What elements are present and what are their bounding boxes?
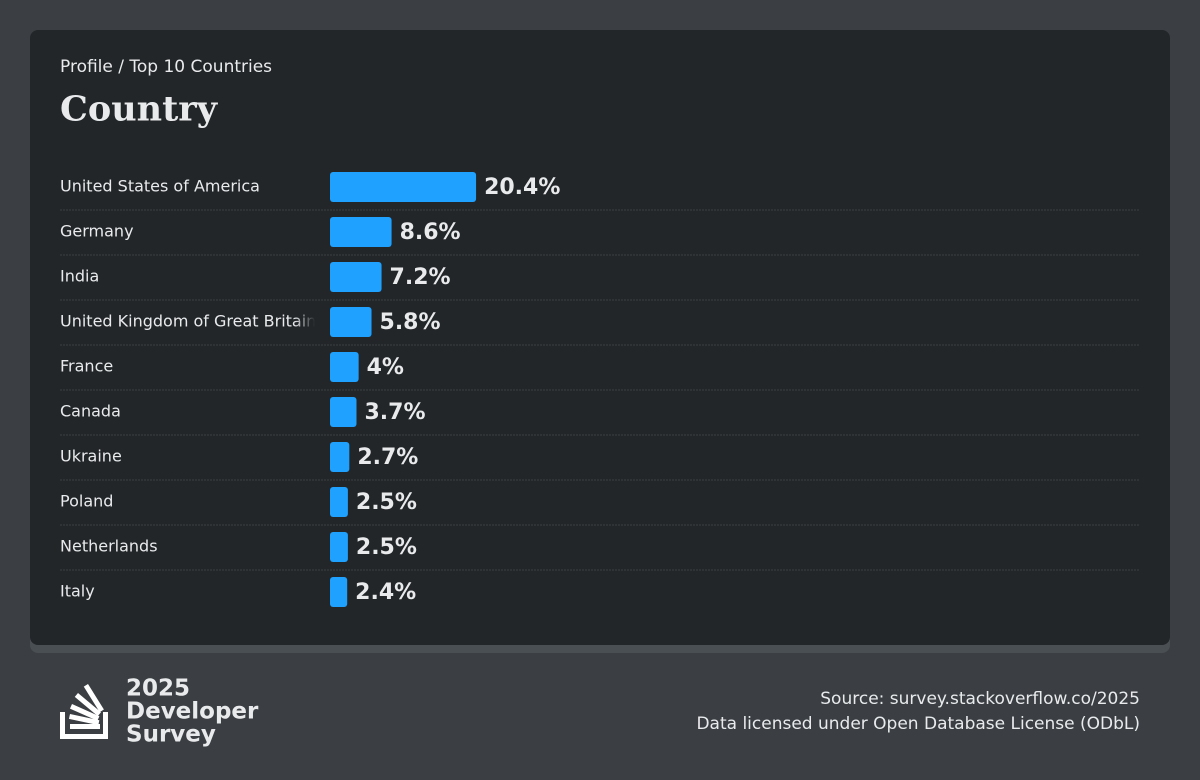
logo-bar bbox=[68, 714, 100, 726]
rows: United States of America 20.4% Germany 8.6%… bbox=[60, 172, 1140, 607]
logo-bar bbox=[74, 693, 101, 717]
bar bbox=[330, 172, 477, 202]
category-label: United States of America bbox=[60, 177, 260, 196]
bar bbox=[330, 262, 382, 292]
logo-icon bbox=[60, 684, 108, 739]
bar bbox=[330, 442, 350, 472]
value-label: 5.8% bbox=[380, 310, 441, 335]
logo-bar bbox=[83, 684, 104, 713]
category-label: Canada bbox=[60, 402, 121, 421]
logo-text: 2025 bbox=[126, 676, 190, 702]
value-label: 7.2% bbox=[390, 265, 451, 290]
value-label: 2.5% bbox=[356, 490, 417, 515]
category-label: Poland bbox=[60, 492, 113, 511]
bar bbox=[330, 487, 348, 517]
category-label: United Kingdom of Great Britain and Nort… bbox=[60, 312, 488, 331]
logo-text: Developer bbox=[126, 699, 259, 725]
value-label: 2.4% bbox=[355, 580, 416, 605]
bar bbox=[330, 397, 357, 427]
category-label: India bbox=[60, 267, 99, 286]
value-label: 20.4% bbox=[484, 175, 560, 200]
category-label: Germany bbox=[60, 222, 134, 241]
source: Source: survey.stackoverflow.co/2025 bbox=[820, 689, 1140, 709]
logo-text: Survey bbox=[126, 722, 216, 748]
value-label: 8.6% bbox=[400, 220, 461, 245]
bar bbox=[330, 532, 348, 562]
logo-bar bbox=[70, 724, 100, 729]
logo-bar bbox=[69, 704, 100, 721]
license: Data licensed under Open Database Licens… bbox=[696, 714, 1140, 734]
value-label: 4% bbox=[367, 355, 404, 380]
category-label: Ukraine bbox=[60, 447, 122, 466]
breadcrumb: Profile / Top 10 Countries bbox=[60, 57, 272, 77]
category-label: France bbox=[60, 357, 113, 376]
chart-title: Country bbox=[60, 89, 219, 130]
category-label: Italy bbox=[60, 582, 95, 601]
category-label: Netherlands bbox=[60, 537, 158, 556]
bar bbox=[330, 352, 359, 382]
value-label: 3.7% bbox=[364, 400, 425, 425]
value-label: 2.7% bbox=[357, 445, 418, 470]
panel bbox=[30, 30, 1170, 645]
bar bbox=[330, 577, 348, 607]
bar bbox=[330, 217, 392, 247]
value-label: 2.5% bbox=[356, 535, 417, 560]
bar bbox=[330, 307, 372, 337]
